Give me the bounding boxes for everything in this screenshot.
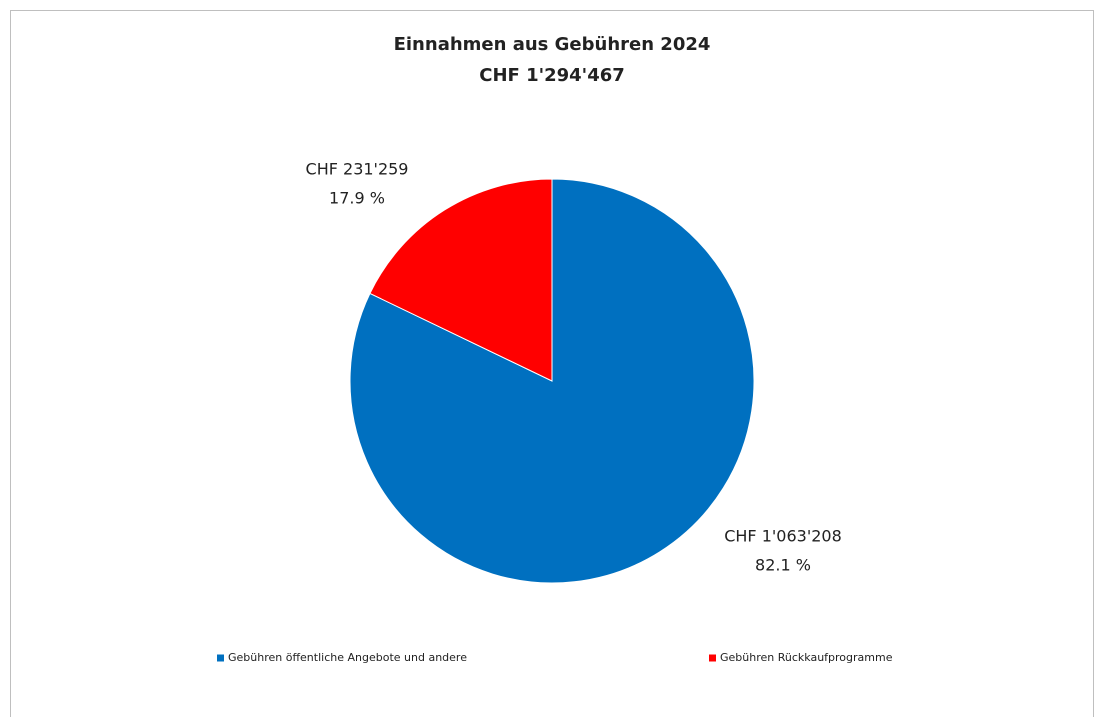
data-label: CHF 231'259 [306, 160, 409, 179]
chart-frame [10, 10, 1094, 717]
pie-slice [369, 178, 553, 382]
legend-swatch [217, 654, 224, 662]
legend-label: Gebühren öffentliche Angebote und andere [228, 651, 467, 664]
percent-label: 17.9 % [329, 189, 385, 208]
chart-title: Einnahmen aus Gebühren 2024 [394, 34, 711, 55]
chart-subtitle: CHF 1'294'467 [479, 65, 625, 86]
legend-label: Gebühren Rückkaufprogramme [720, 651, 893, 664]
data-label: CHF 1'063'208 [724, 527, 842, 546]
legend-swatch [709, 654, 716, 662]
percent-label: 82.1 % [755, 556, 811, 575]
